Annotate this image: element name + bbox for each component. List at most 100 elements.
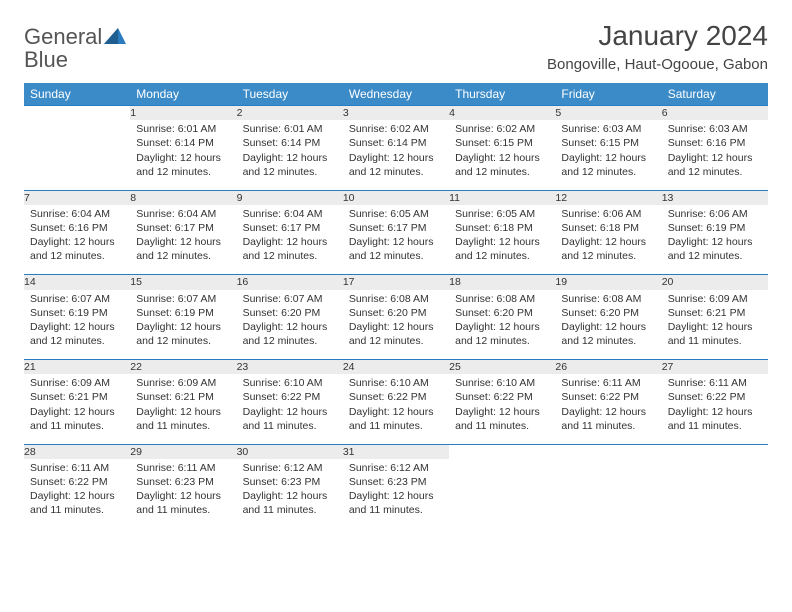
calendar-cell: Sunrise: 6:09 AMSunset: 6:21 PMDaylight:… xyxy=(24,374,130,444)
location-text: Bongoville, Haut-Ogooue, Gabon xyxy=(547,56,768,73)
day-number: 14 xyxy=(24,275,130,290)
sunrise-text: Sunrise: 6:08 AM xyxy=(455,292,549,306)
calendar-cell: Sunrise: 6:11 AMSunset: 6:22 PMDaylight:… xyxy=(662,374,768,444)
daylight-text: and 11 minutes. xyxy=(349,419,443,433)
day-number: 24 xyxy=(343,360,449,375)
daylight-text: Daylight: 12 hours xyxy=(243,405,337,419)
calendar-cell: Sunrise: 6:11 AMSunset: 6:22 PMDaylight:… xyxy=(24,459,130,529)
day-number: 17 xyxy=(343,275,449,290)
daylight-text: and 12 minutes. xyxy=(668,249,762,263)
empty-day-number xyxy=(24,106,130,121)
calendar-cell: Sunrise: 6:05 AMSunset: 6:17 PMDaylight:… xyxy=(343,205,449,275)
weekday-header: Wednesday xyxy=(343,83,449,106)
daylight-text: Daylight: 12 hours xyxy=(349,320,443,334)
day-details: Sunrise: 6:06 AMSunset: 6:19 PMDaylight:… xyxy=(662,205,768,270)
day-details: Sunrise: 6:11 AMSunset: 6:23 PMDaylight:… xyxy=(130,459,236,524)
calendar-cell: Sunrise: 6:05 AMSunset: 6:18 PMDaylight:… xyxy=(449,205,555,275)
sunrise-text: Sunrise: 6:12 AM xyxy=(349,461,443,475)
daylight-text: Daylight: 12 hours xyxy=(136,151,230,165)
day-number: 20 xyxy=(662,275,768,290)
sunset-text: Sunset: 6:19 PM xyxy=(136,306,230,320)
sunset-text: Sunset: 6:21 PM xyxy=(136,390,230,404)
daylight-text: and 12 minutes. xyxy=(349,334,443,348)
calendar-cell: Sunrise: 6:03 AMSunset: 6:15 PMDaylight:… xyxy=(555,120,661,190)
daylight-text: Daylight: 12 hours xyxy=(561,405,655,419)
daylight-text: and 12 minutes. xyxy=(561,249,655,263)
daylight-text: Daylight: 12 hours xyxy=(136,235,230,249)
sunrise-text: Sunrise: 6:10 AM xyxy=(349,376,443,390)
sunrise-text: Sunrise: 6:06 AM xyxy=(561,207,655,221)
daylight-text: Daylight: 12 hours xyxy=(455,151,549,165)
weekday-header: Saturday xyxy=(662,83,768,106)
sunset-text: Sunset: 6:22 PM xyxy=(561,390,655,404)
day-number: 12 xyxy=(555,190,661,205)
day-details: Sunrise: 6:12 AMSunset: 6:23 PMDaylight:… xyxy=(237,459,343,524)
day-details: Sunrise: 6:04 AMSunset: 6:17 PMDaylight:… xyxy=(237,205,343,270)
calendar-header-row: SundayMondayTuesdayWednesdayThursdayFrid… xyxy=(24,83,768,106)
daylight-text: and 11 minutes. xyxy=(561,419,655,433)
day-number: 11 xyxy=(449,190,555,205)
daylight-text: and 12 minutes. xyxy=(455,165,549,179)
sunrise-text: Sunrise: 6:08 AM xyxy=(561,292,655,306)
calendar-cell: Sunrise: 6:08 AMSunset: 6:20 PMDaylight:… xyxy=(343,290,449,360)
empty-day-number xyxy=(662,444,768,459)
day-details: Sunrise: 6:05 AMSunset: 6:18 PMDaylight:… xyxy=(449,205,555,270)
daylight-text: Daylight: 12 hours xyxy=(243,151,337,165)
calendar-cell: Sunrise: 6:01 AMSunset: 6:14 PMDaylight:… xyxy=(130,120,236,190)
sunset-text: Sunset: 6:22 PM xyxy=(455,390,549,404)
calendar-cell: Sunrise: 6:04 AMSunset: 6:17 PMDaylight:… xyxy=(130,205,236,275)
brand-text: General Blue xyxy=(24,26,126,72)
daylight-text: Daylight: 12 hours xyxy=(30,235,124,249)
daylight-text: and 12 minutes. xyxy=(349,165,443,179)
sunset-text: Sunset: 6:16 PM xyxy=(30,221,124,235)
daylight-text: and 12 minutes. xyxy=(243,334,337,348)
daylight-text: and 11 minutes. xyxy=(455,419,549,433)
daylight-text: Daylight: 12 hours xyxy=(668,320,762,334)
daylight-text: and 12 minutes. xyxy=(243,249,337,263)
sunset-text: Sunset: 6:14 PM xyxy=(243,136,337,150)
sunset-text: Sunset: 6:20 PM xyxy=(243,306,337,320)
sunset-text: Sunset: 6:20 PM xyxy=(349,306,443,320)
calendar-cell: Sunrise: 6:09 AMSunset: 6:21 PMDaylight:… xyxy=(130,374,236,444)
sunrise-text: Sunrise: 6:09 AM xyxy=(30,376,124,390)
daylight-text: and 11 minutes. xyxy=(136,419,230,433)
sunset-text: Sunset: 6:17 PM xyxy=(136,221,230,235)
calendar-cell: Sunrise: 6:04 AMSunset: 6:17 PMDaylight:… xyxy=(237,205,343,275)
sunrise-text: Sunrise: 6:03 AM xyxy=(668,122,762,136)
calendar-cell: Sunrise: 6:07 AMSunset: 6:19 PMDaylight:… xyxy=(24,290,130,360)
daylight-text: Daylight: 12 hours xyxy=(668,405,762,419)
sunrise-text: Sunrise: 6:04 AM xyxy=(243,207,337,221)
calendar-cell: Sunrise: 6:10 AMSunset: 6:22 PMDaylight:… xyxy=(237,374,343,444)
calendar-cell: Sunrise: 6:02 AMSunset: 6:14 PMDaylight:… xyxy=(343,120,449,190)
calendar-week-row: Sunrise: 6:04 AMSunset: 6:16 PMDaylight:… xyxy=(24,205,768,275)
day-number: 31 xyxy=(343,444,449,459)
day-number: 3 xyxy=(343,106,449,121)
day-details: Sunrise: 6:10 AMSunset: 6:22 PMDaylight:… xyxy=(449,374,555,439)
daylight-text: and 12 minutes. xyxy=(30,249,124,263)
day-number: 4 xyxy=(449,106,555,121)
day-number: 26 xyxy=(555,360,661,375)
daylight-text: Daylight: 12 hours xyxy=(30,405,124,419)
weekday-header: Thursday xyxy=(449,83,555,106)
calendar-cell: Sunrise: 6:06 AMSunset: 6:19 PMDaylight:… xyxy=(662,205,768,275)
daylight-text: Daylight: 12 hours xyxy=(561,235,655,249)
title-block: January 2024 Bongoville, Haut-Ogooue, Ga… xyxy=(547,20,768,73)
daylight-text: Daylight: 12 hours xyxy=(243,235,337,249)
sunrise-text: Sunrise: 6:08 AM xyxy=(349,292,443,306)
calendar-cell: Sunrise: 6:12 AMSunset: 6:23 PMDaylight:… xyxy=(343,459,449,529)
day-details: Sunrise: 6:10 AMSunset: 6:22 PMDaylight:… xyxy=(237,374,343,439)
daynum-row: 14151617181920 xyxy=(24,275,768,290)
daylight-text: and 12 minutes. xyxy=(561,334,655,348)
sunrise-text: Sunrise: 6:11 AM xyxy=(561,376,655,390)
sunset-text: Sunset: 6:22 PM xyxy=(30,475,124,489)
calendar-cell: Sunrise: 6:08 AMSunset: 6:20 PMDaylight:… xyxy=(555,290,661,360)
daylight-text: Daylight: 12 hours xyxy=(136,320,230,334)
day-number: 27 xyxy=(662,360,768,375)
day-number: 15 xyxy=(130,275,236,290)
day-number: 25 xyxy=(449,360,555,375)
day-number: 22 xyxy=(130,360,236,375)
sunrise-text: Sunrise: 6:10 AM xyxy=(243,376,337,390)
daylight-text: Daylight: 12 hours xyxy=(349,151,443,165)
day-number: 29 xyxy=(130,444,236,459)
sunrise-text: Sunrise: 6:04 AM xyxy=(136,207,230,221)
